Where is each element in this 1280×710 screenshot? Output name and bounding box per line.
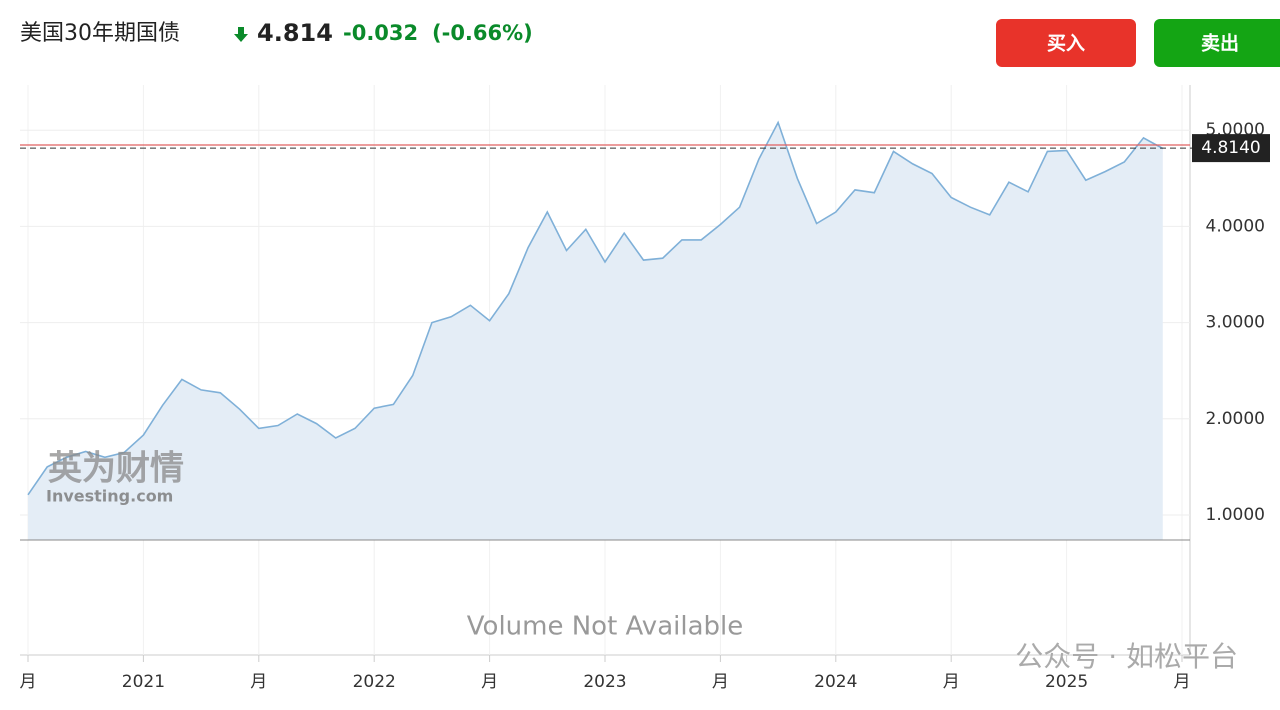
sell-button[interactable] bbox=[1154, 19, 1280, 67]
price: 4.814 bbox=[257, 19, 333, 47]
x-tick-label: 月 bbox=[712, 672, 729, 692]
y-tick-label: 3.0000 bbox=[1206, 313, 1265, 333]
y-tick-label: 4.0000 bbox=[1206, 216, 1265, 236]
x-tick-label: 2025 bbox=[1045, 672, 1088, 692]
y-tick-label: 2.0000 bbox=[1206, 409, 1265, 429]
x-tick-label: 月 bbox=[20, 672, 37, 692]
x-tick-label: 月 bbox=[481, 672, 498, 692]
x-tick-label: 月 bbox=[943, 672, 960, 692]
area bbox=[28, 122, 1163, 540]
watermark-en: Investing.com bbox=[46, 487, 173, 506]
y-tick-label: 1.0000 bbox=[1206, 505, 1265, 525]
x-tick-label: 月 bbox=[250, 672, 267, 692]
down-arrow bbox=[234, 27, 248, 42]
x-tick-label: 2022 bbox=[353, 672, 396, 692]
watermark-cn: 英为财情 bbox=[48, 449, 184, 489]
sell-label[interactable]: 卖出 bbox=[1201, 32, 1239, 55]
x-tick-label: 2024 bbox=[814, 672, 857, 692]
current-box bbox=[1192, 134, 1270, 163]
plot bbox=[20, 85, 1190, 662]
title: 美国30年期国债 bbox=[20, 21, 180, 46]
volume-note: Volume Not Available bbox=[467, 612, 743, 642]
x-tick-label: 2021 bbox=[122, 672, 165, 692]
line bbox=[27, 120, 1164, 496]
buy-label[interactable]: 买入 bbox=[1047, 33, 1085, 55]
current-label: 4.8140 bbox=[1201, 138, 1260, 158]
change: -0.032 bbox=[343, 21, 418, 45]
change-pct: (-0.66%) bbox=[432, 21, 533, 45]
footer-watermark: 公众号 · 如松平台 bbox=[1015, 640, 1238, 673]
x-tick-label: 2023 bbox=[583, 672, 626, 692]
buy-button[interactable] bbox=[996, 19, 1136, 67]
x-tick-label: 月 bbox=[1174, 672, 1191, 692]
